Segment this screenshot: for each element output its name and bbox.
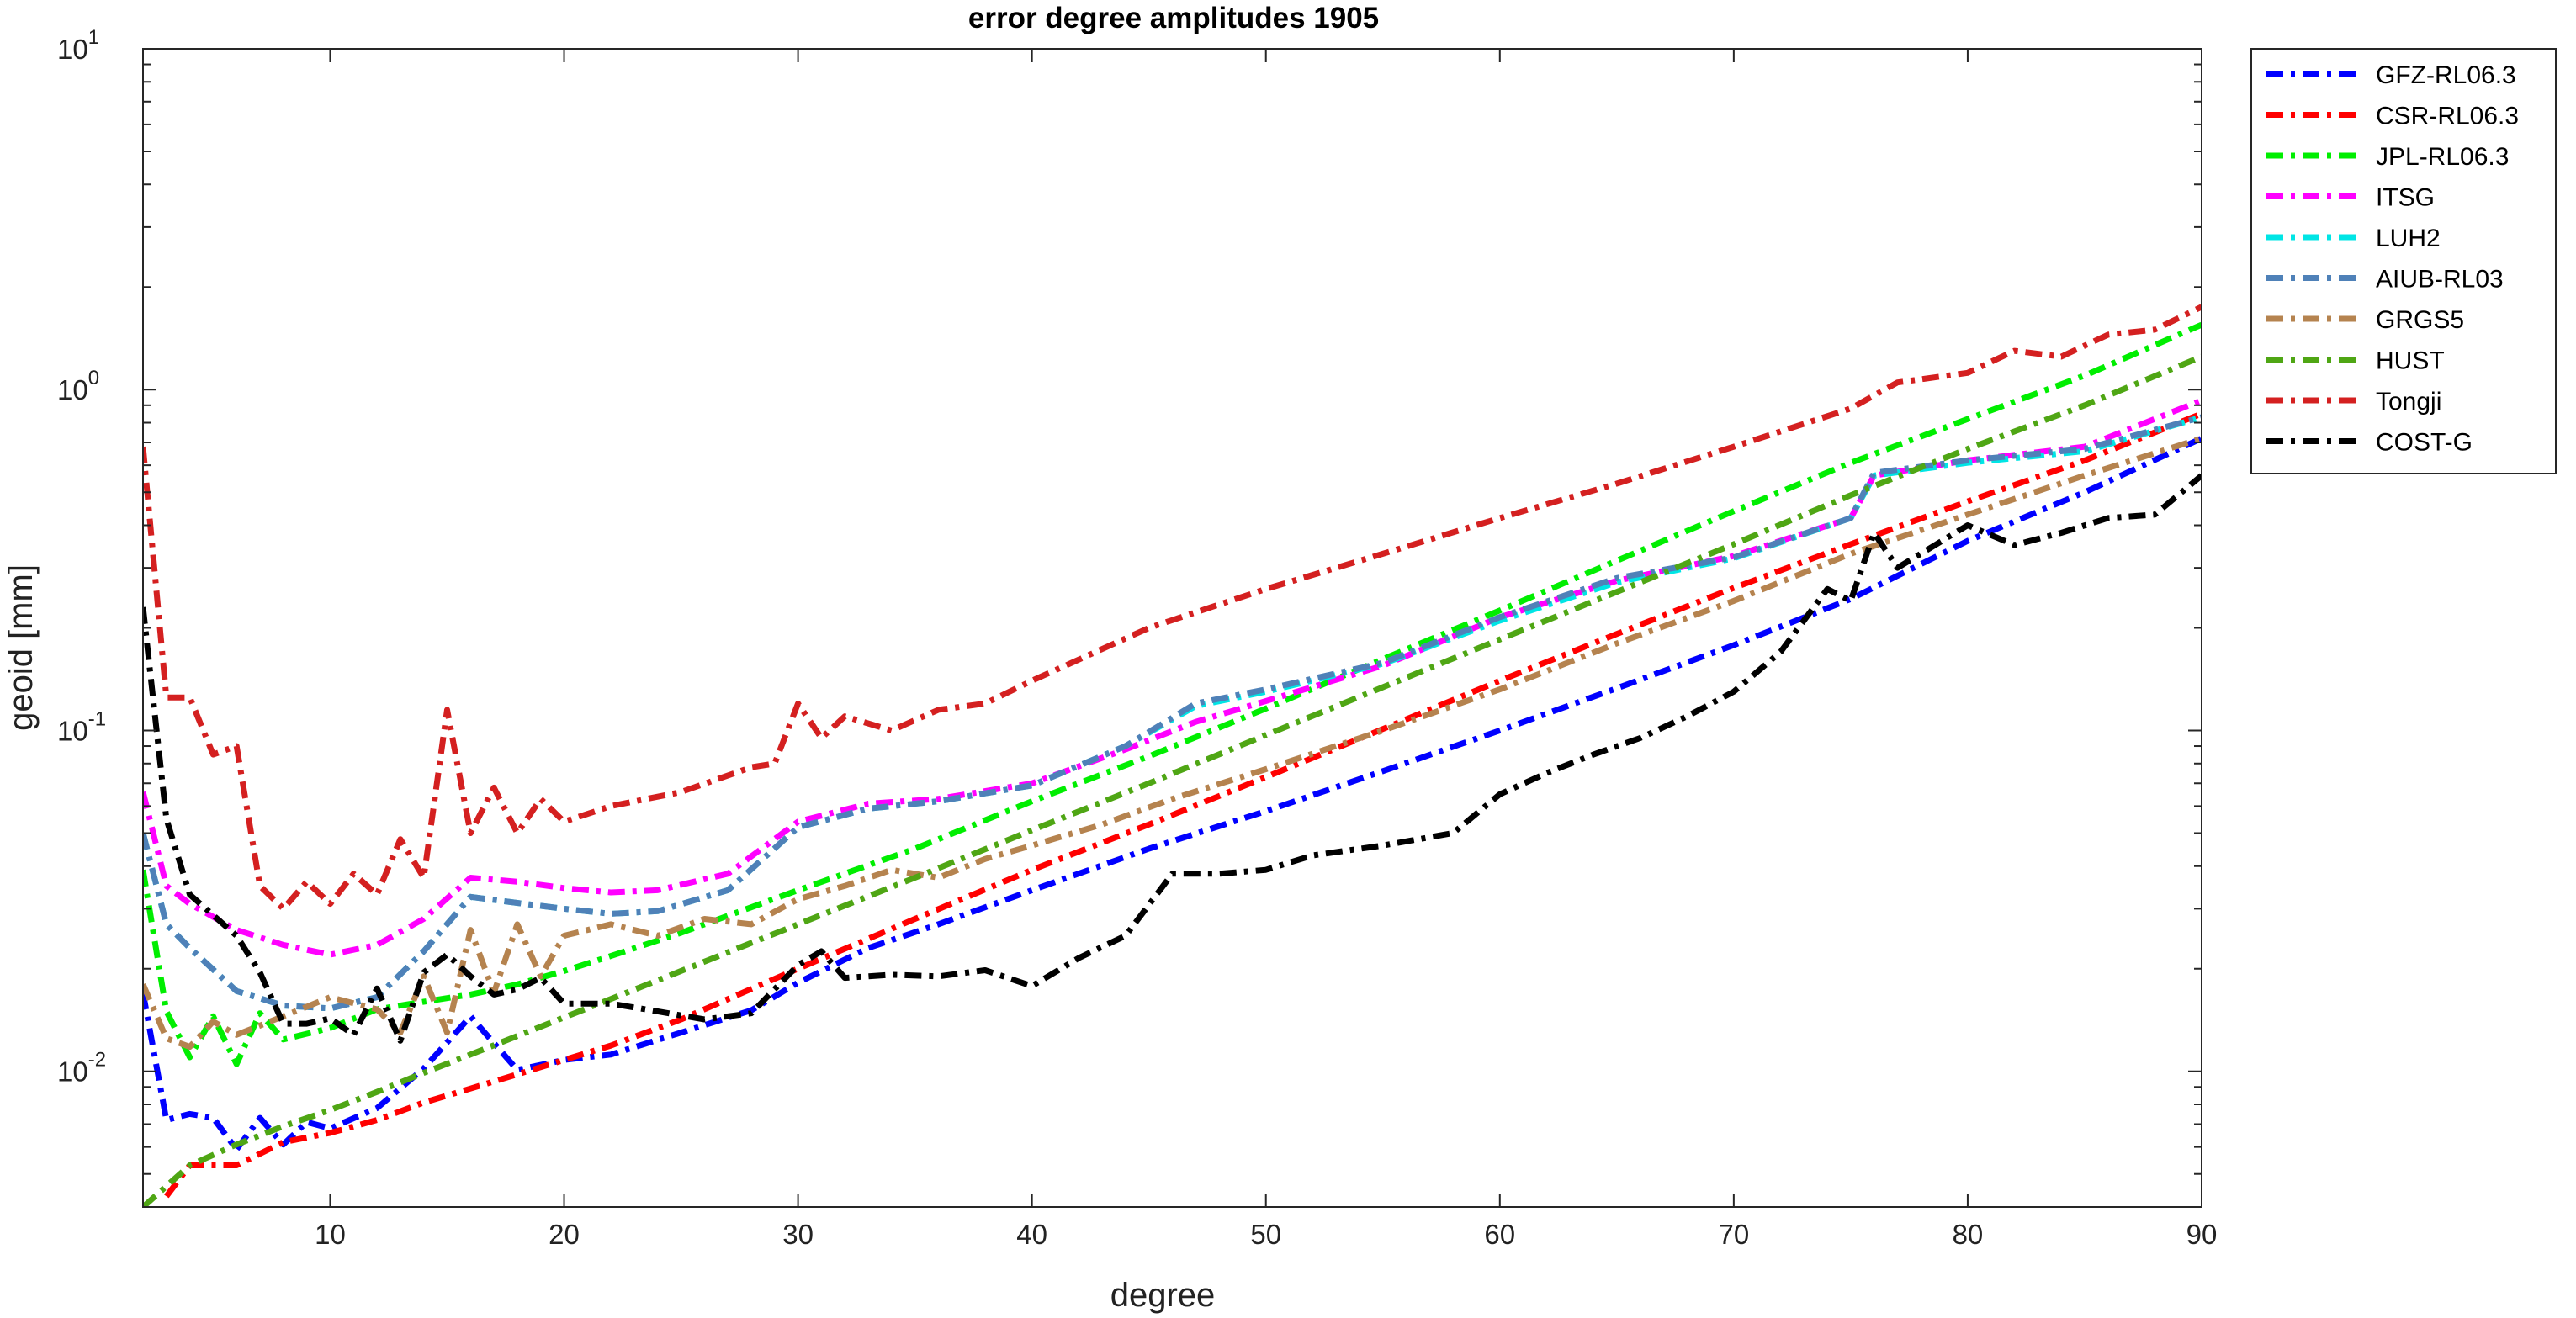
legend: GFZ-RL06.3 CSR-RL06.3 JPL-RL06.3 ITSG LUH2 AI… <box>2250 48 2557 474</box>
series-line-9 <box>143 304 2202 912</box>
y-tick-label: 101 <box>57 26 99 65</box>
x-tick-label: 20 <box>549 1219 580 1250</box>
chart-title: error degree amplitudes 1905 <box>968 2 1379 34</box>
legend-label: Tongji <box>2376 388 2441 416</box>
y-tick-label: 100 <box>57 367 99 405</box>
y-tick-label: 10-2 <box>57 1049 106 1088</box>
series-line-7 <box>143 435 2202 1051</box>
legend-label: AIUB-RL03 <box>2376 266 2504 294</box>
series-line-2 <box>164 410 2202 1199</box>
legend-label: LUH2 <box>2376 225 2441 252</box>
x-tick-label: 70 <box>1719 1219 1750 1250</box>
series-line-6 <box>143 414 2202 1012</box>
legend-label: GFZ-RL06.3 <box>2376 61 2516 89</box>
y-tick-exponent: -1 <box>88 707 106 730</box>
x-tick-label: 30 <box>782 1219 814 1250</box>
legend-label: CSR-RL06.3 <box>2376 103 2519 130</box>
x-axis-ticks: 10 20 30 40 50 60 70 80 90 <box>315 49 2217 1250</box>
legend-label: ITSG <box>2376 184 2435 212</box>
x-tick-label: 60 <box>1484 1219 1515 1250</box>
legend-label: HUST <box>2376 347 2445 375</box>
series-line-3 <box>143 321 2202 1067</box>
y-tick-label: 10-1 <box>57 707 106 746</box>
series-line-4 <box>143 397 2202 958</box>
plot-frame <box>142 48 2202 1208</box>
series-line-10 <box>143 473 2202 1044</box>
y-axis-label: geoid [mm] <box>3 564 40 731</box>
series-line-8 <box>143 353 2202 1207</box>
x-axis-label: degree <box>1110 1277 1216 1314</box>
x-tick-label: 10 <box>315 1219 346 1250</box>
x-tick-label: 50 <box>1250 1219 1281 1250</box>
legend-box <box>2250 48 2557 474</box>
x-tick-label: 80 <box>1953 1219 1984 1250</box>
y-tick-exponent: -2 <box>88 1049 106 1072</box>
x-tick-label: 40 <box>1016 1219 1047 1250</box>
legend-label: COST-G <box>2376 429 2473 457</box>
series-line-1 <box>143 435 2202 1153</box>
legend-label: GRGS5 <box>2376 306 2464 334</box>
x-tick-label: 90 <box>2186 1219 2218 1250</box>
series-layer <box>143 304 2202 1207</box>
y-tick-exponent: 0 <box>88 367 99 389</box>
y-tick-exponent: 1 <box>88 26 99 49</box>
legend-label: JPL-RL06.3 <box>2376 143 2509 171</box>
